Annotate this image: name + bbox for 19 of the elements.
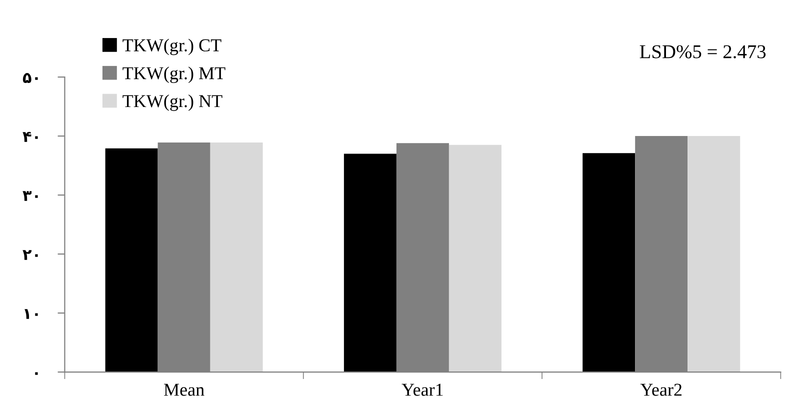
bar (210, 142, 263, 372)
bar (105, 148, 158, 372)
bar (688, 136, 740, 372)
text: LSD%5 = 2.473 (640, 45, 766, 58)
legend-label: TKW(gr.) MT (122, 66, 226, 84)
y-tick-label: ۴۰ (22, 132, 38, 142)
y-tick-label: ۰ (35, 372, 38, 375)
x-tick-label: Year1 (402, 384, 443, 396)
bar (448, 144, 502, 372)
legend-label: TKW(gr.) NT (122, 94, 222, 111)
bar (344, 154, 396, 372)
y-tick-label: ۱۰ (24, 309, 38, 319)
bar (582, 153, 636, 372)
legend-label: TKW(gr.) CT (122, 38, 222, 56)
y-tick-label: ۵۰ (22, 73, 38, 83)
y-tick-label: ۳۰ (22, 191, 38, 201)
y-tick-label: ۲۰ (22, 250, 38, 260)
x-tick-label: Mean (164, 384, 204, 396)
x-tick-label: Year2 (640, 384, 682, 396)
